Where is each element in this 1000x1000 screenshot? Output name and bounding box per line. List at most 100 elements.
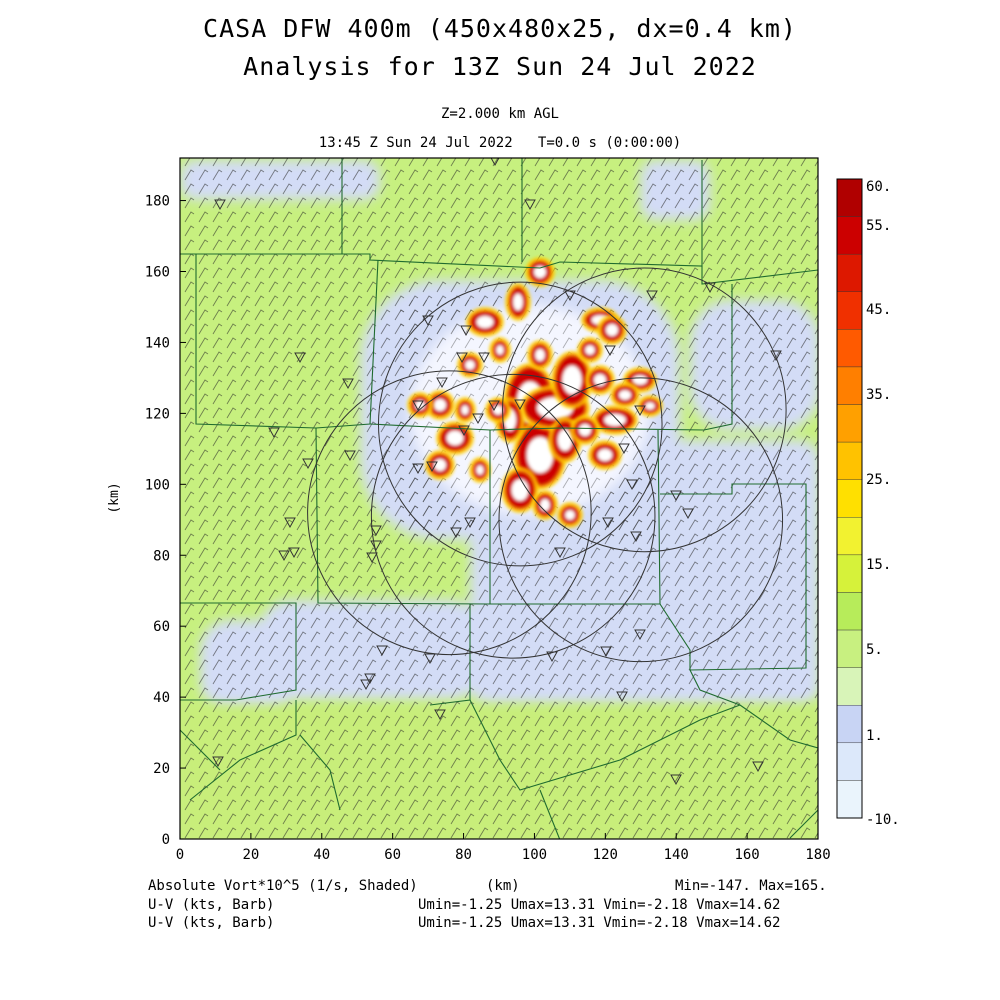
y-tick-label: 60 bbox=[153, 619, 170, 635]
colorbar-swatch bbox=[836, 404, 863, 443]
station-triangle bbox=[618, 443, 630, 455]
storm-cell bbox=[588, 440, 622, 470]
radar-ring bbox=[498, 377, 784, 663]
storm-cell bbox=[610, 382, 640, 408]
station-triangle bbox=[412, 463, 424, 475]
station-triangle bbox=[278, 550, 290, 562]
station-triangle bbox=[634, 405, 646, 417]
station-triangle bbox=[524, 199, 536, 211]
storm-cell bbox=[637, 395, 663, 417]
station-triangle bbox=[626, 479, 638, 491]
y-tick-label: 140 bbox=[145, 335, 170, 351]
station-triangle bbox=[424, 653, 436, 665]
station-triangle bbox=[602, 517, 614, 529]
y-axis-label: (km) bbox=[107, 482, 122, 513]
barb-stats-2: Umin=-1.25 Umax=13.31 Vmin=-2.18 Vmax=14… bbox=[418, 915, 781, 931]
station-triangle bbox=[288, 547, 300, 559]
colorbar-label: 55. bbox=[866, 218, 891, 234]
storm-cell bbox=[454, 397, 476, 423]
station-triangle bbox=[434, 709, 446, 721]
colorbar-swatch bbox=[836, 178, 863, 217]
station-triangle bbox=[294, 352, 306, 364]
station-triangle bbox=[646, 290, 658, 302]
storm-cell bbox=[425, 450, 455, 480]
station-triangle bbox=[214, 199, 226, 211]
radar-ring bbox=[377, 281, 663, 567]
y-tick-label: 80 bbox=[153, 548, 170, 564]
x-tick-label: 100 bbox=[522, 847, 547, 863]
colorbar-swatch bbox=[836, 780, 863, 819]
x-tick-label: 120 bbox=[593, 847, 618, 863]
storm-cells bbox=[407, 257, 663, 528]
station-triangle bbox=[604, 345, 616, 357]
colorbar-swatch bbox=[836, 742, 863, 781]
station-triangle bbox=[490, 158, 500, 167]
station-triangle bbox=[344, 450, 356, 462]
radar-ring bbox=[307, 370, 592, 656]
station-triangle bbox=[616, 691, 628, 703]
station-triangle bbox=[456, 352, 468, 364]
x-tick-label: 0 bbox=[176, 847, 184, 863]
storm-cell bbox=[469, 457, 491, 483]
min-max-label: Min=-147. Max=165. bbox=[675, 878, 827, 894]
station-triangle bbox=[564, 290, 576, 302]
station-triangle bbox=[412, 400, 424, 412]
station-triangle bbox=[770, 350, 782, 362]
station-triangle bbox=[436, 377, 448, 389]
station-triangle bbox=[488, 400, 500, 412]
station-triangle bbox=[546, 651, 558, 663]
station-triangle bbox=[364, 673, 376, 685]
axes: 0 20 40 60 80 100 120 140 160 180 0 20 40 60 80 100 120 1… bbox=[145, 194, 831, 863]
station-triangle bbox=[634, 629, 646, 641]
station-triangle bbox=[682, 508, 694, 520]
radar-ring bbox=[502, 267, 787, 553]
storm-cell bbox=[407, 392, 433, 418]
station-triangle bbox=[342, 378, 354, 390]
colorbar-frame bbox=[836, 178, 863, 819]
colorbar-swatch bbox=[836, 253, 863, 292]
y-tick-label: 100 bbox=[145, 477, 170, 493]
station-triangle bbox=[302, 458, 314, 470]
station-triangle bbox=[670, 774, 682, 786]
station-triangle bbox=[376, 645, 388, 657]
station-triangle bbox=[514, 399, 526, 411]
x-tick-label: 160 bbox=[734, 847, 759, 863]
barb-label-2: U-V (kts, Barb) bbox=[148, 915, 275, 931]
radar-ring bbox=[370, 373, 656, 659]
level-label: Z=2.000 km AGL bbox=[440, 106, 559, 122]
station-triangle bbox=[478, 352, 490, 364]
y-tick-label: 120 bbox=[145, 406, 170, 422]
station-triangle bbox=[370, 540, 382, 552]
colorbar-label: 60. bbox=[866, 179, 891, 195]
station-markers bbox=[212, 158, 782, 786]
station-triangle bbox=[600, 646, 612, 658]
colorbar-label: 35. bbox=[866, 387, 891, 403]
colorbar-swatch bbox=[836, 366, 863, 405]
x-tick-label: 140 bbox=[664, 847, 689, 863]
y-tick-label: 160 bbox=[145, 265, 170, 281]
storm-cell bbox=[585, 365, 615, 395]
colorbar-swatch bbox=[836, 705, 863, 744]
radar-range-rings bbox=[307, 267, 787, 663]
storm-cell bbox=[557, 502, 583, 528]
county-boundaries bbox=[180, 158, 818, 839]
station-triangle bbox=[426, 461, 438, 473]
station-triangle bbox=[268, 427, 280, 439]
colorbar-label: 25. bbox=[866, 472, 891, 488]
colorbar-swatch bbox=[836, 629, 863, 668]
colorbar-label: -10. bbox=[866, 812, 900, 828]
station-triangle bbox=[554, 547, 566, 559]
colorbar-swatch bbox=[836, 667, 863, 706]
field-label: Absolute Vort*10^5 (1/s, Shaded) bbox=[148, 878, 418, 894]
storm-cell bbox=[527, 340, 553, 370]
storm-cell bbox=[597, 315, 627, 345]
x-tick-label: 60 bbox=[384, 847, 401, 863]
storm-cell bbox=[489, 337, 511, 363]
colorbar-label: 15. bbox=[866, 557, 891, 573]
valid-time-label: 13:45 Z Sun 24 Jul 2022 T=0.0 s (0:00:00… bbox=[318, 135, 682, 151]
x-axis-unit: (km) bbox=[486, 878, 520, 894]
colorbar-swatch bbox=[836, 479, 863, 518]
colorbar-swatch bbox=[836, 517, 863, 556]
plot-area bbox=[180, 158, 818, 839]
storm-cell bbox=[532, 490, 558, 520]
